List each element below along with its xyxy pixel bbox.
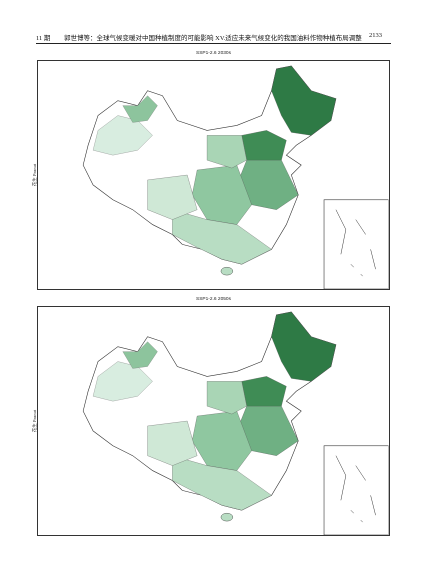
map [37, 306, 390, 536]
page-number: 2133 [369, 32, 382, 39]
crop-label: 花生 Peanut [32, 409, 38, 433]
header-rule [36, 43, 391, 44]
figure-title: SSP1-2.6 2050s [196, 297, 231, 302]
figure-title: SSP1-2.6 2030s [196, 51, 231, 56]
map [37, 60, 390, 290]
crop-label: 花生 Peanut [32, 163, 38, 187]
running-title: 郭世博等：全球气候变暖对中国种植制度的可能影响 XV.适应未来气候变化的我国油料… [64, 35, 362, 42]
issue: 11 期 [36, 35, 51, 42]
